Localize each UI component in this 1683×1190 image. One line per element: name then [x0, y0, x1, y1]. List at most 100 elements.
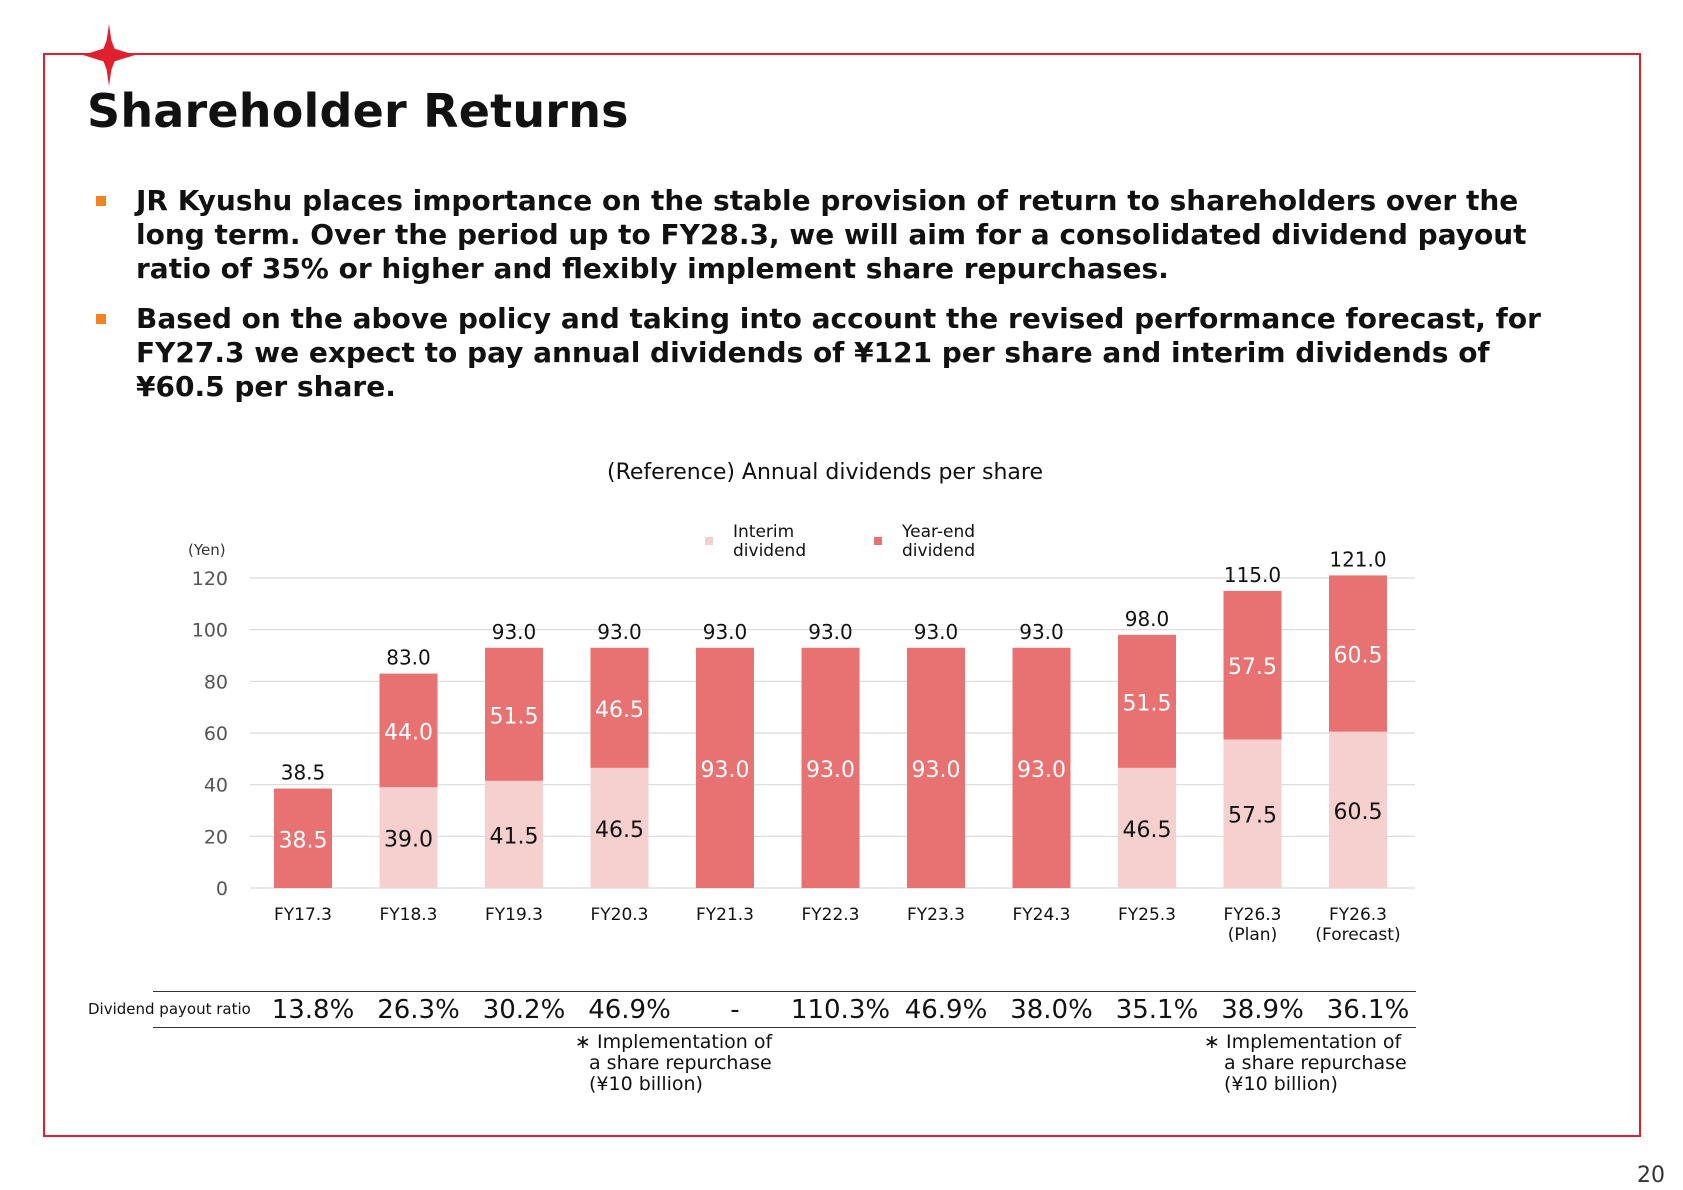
data-label-interim: 46.5 — [1123, 818, 1172, 843]
data-label-year-end: 93.0 — [912, 758, 961, 783]
bullet-text: JR Kyushu places importance on the stabl… — [136, 184, 1527, 285]
x-tick-label: FY22.3 — [801, 905, 859, 925]
page-number: 20 — [1637, 1163, 1665, 1188]
bar-year-end — [1329, 575, 1387, 732]
y-tick-label: 60 — [204, 723, 228, 745]
data-label-total: 83.0 — [386, 646, 431, 670]
y-axis-unit-label: (Yen) — [188, 541, 226, 559]
page-title: Shareholder Returns — [87, 84, 629, 138]
data-label-total: 121.0 — [1329, 547, 1386, 571]
x-tick-label: FY17.3 — [274, 905, 332, 925]
x-tick-label: FY20.3 — [590, 905, 648, 925]
y-tick-label: 80 — [204, 671, 228, 693]
bar-year-end — [907, 647, 965, 888]
x-tick-label: FY24.3 — [1012, 905, 1070, 925]
data-label-interim: 41.5 — [490, 824, 539, 849]
note-line: a share repurchase — [1224, 1052, 1407, 1074]
red-star-icon — [83, 24, 135, 86]
y-tick-label: 120 — [192, 568, 228, 590]
bar-year-end — [379, 673, 438, 788]
payout-ratio-value: 38.9% — [1221, 995, 1304, 1025]
data-label-interim: 57.5 — [1228, 804, 1277, 829]
bullet-square-icon — [96, 314, 106, 324]
data-label-year-end: 93.0 — [701, 758, 750, 783]
data-label-interim: 46.5 — [595, 818, 644, 843]
legend-label-interim: Interim dividend — [733, 522, 807, 561]
payout-ratio-value: 110.3% — [790, 995, 891, 1025]
y-tick-label: 100 — [192, 620, 228, 642]
x-tick-label: FY23.3 — [907, 905, 965, 925]
data-label-total: 93.0 — [1019, 620, 1064, 644]
bar-year-end — [801, 647, 860, 888]
bar-year-end — [1223, 590, 1282, 740]
payout-ratio-value: 38.0% — [1010, 995, 1093, 1025]
data-label-year-end: 51.5 — [490, 704, 539, 729]
bar-year-end — [696, 647, 754, 888]
x-tick-label: FY25.3 — [1118, 905, 1176, 925]
x-tick-label: FY19.3 — [485, 905, 543, 925]
payout-ratio-value: 46.9% — [588, 995, 671, 1025]
data-label-year-end: 93.0 — [1017, 758, 1066, 783]
bar-interim — [379, 787, 438, 888]
bar-year-end — [1118, 634, 1176, 768]
repurchase-note: ∗ Implementation of a share repurchase (… — [1204, 1032, 1407, 1095]
x-tick-label: (Plan) — [1228, 925, 1277, 945]
y-tick-label: 40 — [204, 775, 228, 797]
payout-ratio-value: 46.9% — [904, 995, 988, 1025]
data-label-total: 38.5 — [281, 761, 326, 785]
data-label-total: 98.0 — [1125, 607, 1170, 631]
payout-ratio-label: Dividend payout ratio — [88, 1000, 251, 1018]
bar-year-end — [1012, 647, 1071, 888]
dividend-bar-chart: 0 20 40 60 80 100 120 38.5 38.5 FY17.3 39.0 44.0 83.… — [192, 547, 1415, 945]
data-label-year-end: 93.0 — [806, 758, 855, 783]
data-label-year-end: 46.5 — [595, 698, 644, 723]
data-label-year-end: 38.5 — [279, 828, 328, 853]
data-label-year-end: 57.5 — [1228, 655, 1277, 680]
bar-interim — [1223, 739, 1282, 888]
legend-label-year-end: Year-end dividend — [902, 522, 976, 561]
legend-swatch-year-end — [874, 537, 882, 545]
x-tick-label: FY18.3 — [379, 905, 437, 925]
data-label-year-end: 44.0 — [384, 720, 433, 745]
payout-ratio-value: 13.8% — [271, 995, 355, 1025]
payout-ratio-value: 35.1% — [1115, 995, 1199, 1025]
data-label-year-end: 60.5 — [1334, 644, 1383, 669]
payout-ratio-value: 26.3% — [377, 995, 460, 1025]
bar-interim — [590, 767, 649, 888]
x-tick-label: FY26.3 — [1223, 905, 1281, 925]
table-top-rule — [153, 991, 1416, 992]
x-tick-label: FY21.3 — [696, 905, 754, 925]
y-tick-label: 20 — [204, 826, 228, 848]
data-label-interim: 39.0 — [384, 828, 433, 853]
payout-ratio-value: 30.2% — [482, 995, 566, 1025]
bar-interim — [1118, 767, 1176, 888]
data-label-total: 93.0 — [492, 620, 537, 644]
data-label-total: 93.0 — [808, 620, 853, 644]
payout-ratio-value: - — [730, 995, 740, 1025]
bar-year-end — [590, 647, 649, 768]
bullet-square-icon — [96, 196, 106, 206]
y-tick-label: 0 — [216, 878, 228, 900]
note-line: ∗ Implementation of — [1204, 1031, 1402, 1053]
data-label-total: 93.0 — [703, 620, 748, 644]
note-line: (¥10 billion) — [1224, 1073, 1338, 1095]
bullet-text: Based on the above policy and taking int… — [136, 302, 1541, 403]
x-tick-label: FY26.3 — [1329, 905, 1387, 925]
table-bottom-rule — [153, 1027, 1416, 1028]
data-label-interim: 60.5 — [1334, 800, 1383, 825]
data-label-year-end: 51.5 — [1123, 691, 1172, 716]
bar-interim — [485, 780, 543, 888]
note-line: a share repurchase — [589, 1052, 772, 1074]
payout-ratio-value: 36.1% — [1326, 995, 1410, 1025]
chart-title: (Reference) Annual dividends per share — [606, 460, 1043, 485]
data-label-total: 93.0 — [914, 620, 959, 644]
legend-swatch-interim — [705, 537, 713, 545]
slide-frame — [43, 53, 1641, 1137]
note-line: (¥10 billion) — [589, 1073, 703, 1095]
bar-year-end — [274, 788, 332, 888]
bar-interim — [1329, 731, 1387, 888]
note-line: ∗ Implementation of — [575, 1031, 773, 1053]
data-label-total: 115.0 — [1224, 563, 1281, 587]
data-label-total: 93.0 — [597, 620, 642, 644]
bar-year-end — [485, 647, 543, 781]
